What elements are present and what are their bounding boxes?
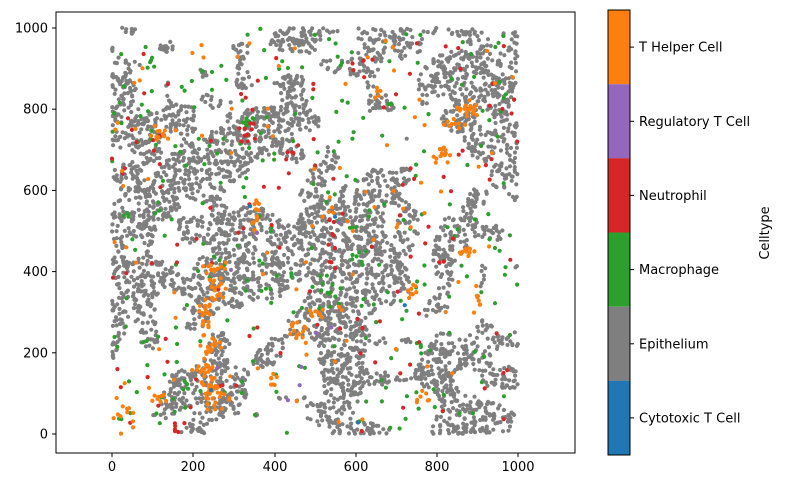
colorbar-tick-label-neutrophil: Neutrophil	[639, 189, 707, 204]
x-tick-label-0: 0	[108, 460, 116, 475]
x-axis: 0 200 400 600 800 1000	[108, 453, 535, 475]
colorbar: T Helper Cell Regulatory T Cell Neutroph…	[607, 9, 773, 456]
y-tick-label-1: 200	[23, 346, 48, 361]
colorbar-segment-t-helper-cell	[608, 10, 630, 85]
y-tick-label-4: 800	[23, 103, 48, 118]
colorbar-tick-label-t-helper-cell: T Helper Cell	[638, 41, 722, 56]
series-regulatory-t-cell	[215, 220, 342, 403]
axes-frame	[55, 11, 576, 454]
y-tick-label-0: 0	[40, 428, 48, 443]
colorbar-segment-neutrophil	[608, 158, 630, 233]
y-tick-label-2: 400	[23, 265, 48, 280]
x-tick-label-5: 1000	[501, 460, 534, 475]
x-tick-label-3: 600	[344, 460, 369, 475]
colorbar-segment-regulatory-t-cell	[608, 84, 630, 159]
scatter-points-layer	[109, 25, 520, 436]
y-axis: 0 200 400 600 800 1000	[15, 22, 56, 443]
colorbar-axis-label: Celltype	[758, 206, 773, 259]
x-tick-label-2: 400	[263, 460, 288, 475]
x-tick-label-1: 200	[181, 460, 206, 475]
colorbar-tick-label-macrophage: Macrophage	[639, 263, 719, 278]
x-tick-label-4: 800	[425, 460, 450, 475]
y-tick-label-5: 1000	[15, 22, 48, 37]
series-cytotoxic-t-cell	[209, 204, 407, 425]
colorbar-segment-macrophage	[608, 232, 630, 307]
colorbar-segment-epithelium	[608, 306, 630, 381]
colorbar-tick-label-regulatory-t-cell: Regulatory T Cell	[639, 115, 750, 130]
series-epithelium	[110, 25, 520, 436]
series-macrophage	[110, 26, 520, 435]
colorbar-segment-cytotoxic-t-cell	[608, 380, 630, 455]
colorbar-tick-label-cytotoxic-t-cell: Cytotoxic T Cell	[639, 411, 740, 426]
colorbar-tick-label-epithelium: Epithelium	[639, 337, 709, 352]
series-t-helper-cell	[111, 38, 515, 436]
series-neutrophil	[109, 41, 520, 435]
y-tick-label-3: 600	[23, 184, 48, 199]
colorbar-outline	[607, 9, 631, 456]
